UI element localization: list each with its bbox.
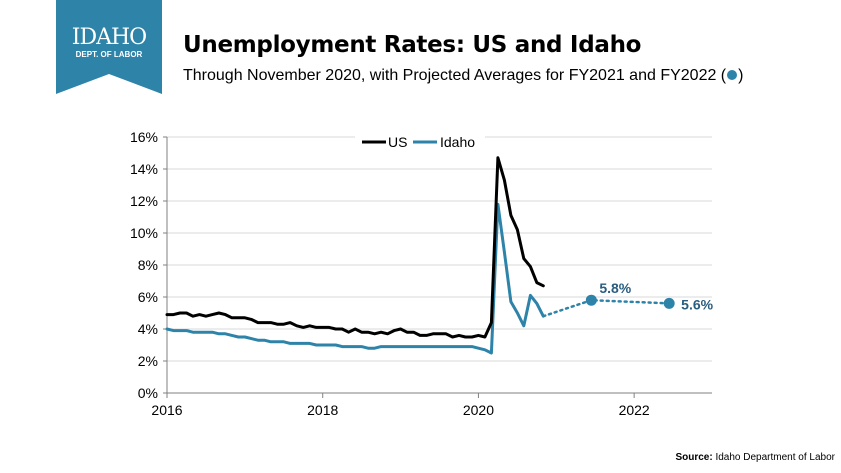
projection-dot-icon: [727, 70, 738, 80]
x-tick-label: 2018: [307, 402, 338, 418]
source-text: Idaho Department of Labor: [715, 452, 835, 463]
y-axis-ticks: 0% 2% 4% 6% 8% 10% 12% 14% 16%: [130, 129, 167, 401]
series-line-idaho: [165, 202, 545, 355]
x-tick-label: 2016: [151, 402, 182, 418]
y-tick-label: 0%: [138, 385, 158, 401]
subtitle-text: Through November 2020, with Projected Av…: [183, 67, 727, 84]
y-tick-label: 4%: [138, 321, 158, 337]
projection-point: [663, 297, 675, 309]
logo-subtext: DEPT. OF LABOR: [76, 50, 143, 59]
idaho-dept-of-labor-logo: IDAHO DEPT. OF LABOR: [56, 0, 162, 94]
x-axis-ticks: 2016 2018 2020 2022: [151, 393, 650, 418]
projection: 5.8% 5.6%: [542, 280, 714, 318]
projection-point: [585, 294, 597, 306]
legend-label-us: US: [388, 134, 407, 150]
x-tick-label: 2020: [463, 402, 494, 418]
chart-title: Unemployment Rates: US and Idaho: [183, 32, 642, 58]
y-tick-label: 14%: [130, 161, 158, 177]
subtitle-close: ): [738, 67, 744, 84]
projection-line: [542, 298, 671, 318]
x-tick-label: 2022: [619, 402, 650, 418]
source-note: Source: Idaho Department of Labor: [675, 452, 835, 463]
y-tick-label: 12%: [130, 193, 158, 209]
chart-subtitle: Through November 2020, with Projected Av…: [183, 67, 743, 85]
logo-wordmark: IDAHO: [72, 25, 146, 50]
gridlines: [167, 136, 712, 362]
legend-label-idaho: Idaho: [440, 134, 475, 150]
series-line-us: [165, 156, 545, 339]
y-tick-label: 2%: [138, 353, 158, 369]
y-tick-label: 10%: [130, 225, 158, 241]
source-label: Source:: [675, 452, 713, 463]
y-tick-label: 16%: [130, 129, 158, 145]
y-tick-label: 6%: [138, 289, 158, 305]
series-lines: [165, 156, 545, 355]
y-tick-label: 8%: [138, 257, 158, 273]
projection-label: 5.8%: [599, 280, 631, 296]
projection-label: 5.6%: [681, 296, 713, 312]
legend: US Idaho: [355, 130, 485, 154]
